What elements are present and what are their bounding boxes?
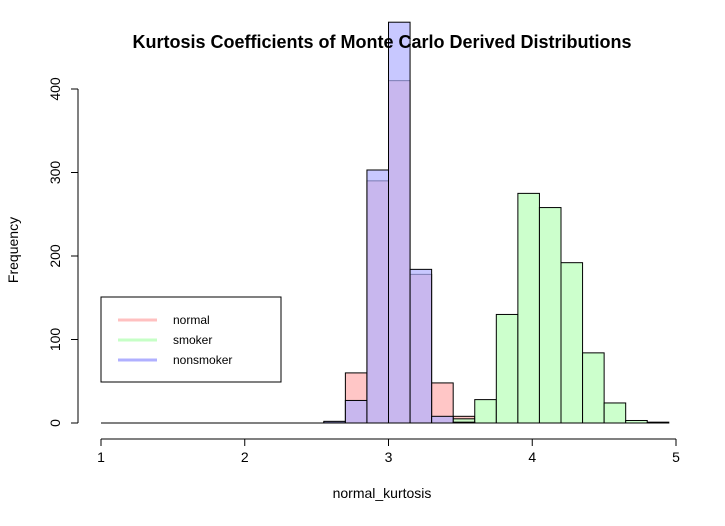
x-tick-label: 2 [241, 449, 249, 465]
y-tick-label: 200 [47, 244, 63, 268]
bars-layer [101, 21, 670, 424]
bar-smoker-1 [474, 399, 497, 424]
x-tick-label: 5 [672, 449, 680, 465]
bar-nonsmoker-2 [366, 169, 389, 424]
bar-nonsmoker-6 [452, 421, 476, 424]
y-tick-label: 0 [47, 419, 63, 427]
legend-label-normal: normal [173, 313, 210, 327]
legend-label-nonsmoker: nonsmoker [173, 353, 232, 367]
bar-smoker-8 [625, 419, 648, 424]
x-tick-label: 1 [97, 449, 105, 465]
x-ticks: 1 2 3 4 5 [97, 439, 680, 465]
x-tick-label: 4 [528, 449, 536, 465]
legend-label-smoker: smoker [173, 333, 212, 347]
y-tick-label: 100 [47, 328, 63, 352]
y-axis-label: Frequency [5, 217, 21, 283]
bar-nonsmoker-1 [344, 399, 368, 424]
bar-smoker-2 [495, 313, 519, 424]
x-axis-label: normal_kurtosis [333, 485, 432, 501]
bar-nonsmoker-3 [388, 21, 411, 424]
bar-smoker-6 [582, 352, 605, 424]
x-tick-label: 3 [385, 449, 393, 465]
y-tick-label: 300 [47, 161, 63, 185]
y-tick-label: 400 [47, 77, 63, 101]
chart-title: Kurtosis Coefficients of Monte Carlo Der… [132, 32, 631, 52]
bar-nonsmoker-0 [323, 420, 346, 424]
bar-smoker-7 [603, 402, 627, 424]
bar-nonsmoker-4 [409, 268, 433, 424]
bar-smoker-5 [560, 262, 584, 424]
bar-nonsmoker-5 [431, 415, 454, 424]
bar-smoker-3 [517, 192, 540, 424]
bar-smoker-9 [646, 421, 670, 424]
axes-layer: 1 2 3 4 5 0 100 200 300 400 [47, 77, 680, 465]
y-ticks: 0 100 200 300 400 [47, 77, 78, 427]
bar-smoker-4 [538, 207, 562, 424]
legend: normal smoker nonsmoker [100, 296, 282, 383]
